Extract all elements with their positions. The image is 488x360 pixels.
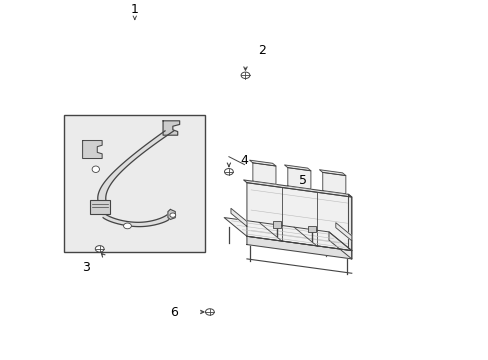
Polygon shape [163, 121, 179, 135]
Polygon shape [307, 226, 315, 233]
Polygon shape [249, 160, 275, 166]
Text: 1: 1 [131, 3, 139, 16]
Polygon shape [246, 236, 351, 259]
Circle shape [123, 223, 131, 229]
Bar [64, 116, 205, 252]
Polygon shape [348, 194, 351, 251]
Bar [90, 200, 110, 214]
Text: 5: 5 [298, 174, 306, 186]
Polygon shape [335, 223, 351, 241]
Polygon shape [98, 131, 173, 204]
Circle shape [205, 309, 214, 315]
Polygon shape [243, 180, 351, 197]
Circle shape [95, 246, 104, 252]
Polygon shape [103, 212, 168, 226]
Text: 4: 4 [240, 154, 248, 167]
Polygon shape [272, 221, 280, 228]
Polygon shape [319, 170, 345, 176]
Polygon shape [82, 140, 102, 158]
Circle shape [241, 72, 249, 78]
Text: 6: 6 [169, 306, 177, 319]
Polygon shape [322, 172, 345, 194]
Polygon shape [230, 208, 246, 226]
Polygon shape [287, 168, 310, 189]
Polygon shape [284, 165, 310, 171]
Polygon shape [167, 210, 175, 220]
Circle shape [224, 168, 233, 175]
Ellipse shape [92, 166, 99, 172]
Polygon shape [252, 163, 275, 184]
Polygon shape [328, 232, 351, 259]
Polygon shape [224, 217, 351, 251]
Text: 2: 2 [257, 44, 265, 57]
Polygon shape [246, 183, 351, 251]
Text: 3: 3 [82, 261, 90, 274]
Circle shape [169, 213, 175, 217]
